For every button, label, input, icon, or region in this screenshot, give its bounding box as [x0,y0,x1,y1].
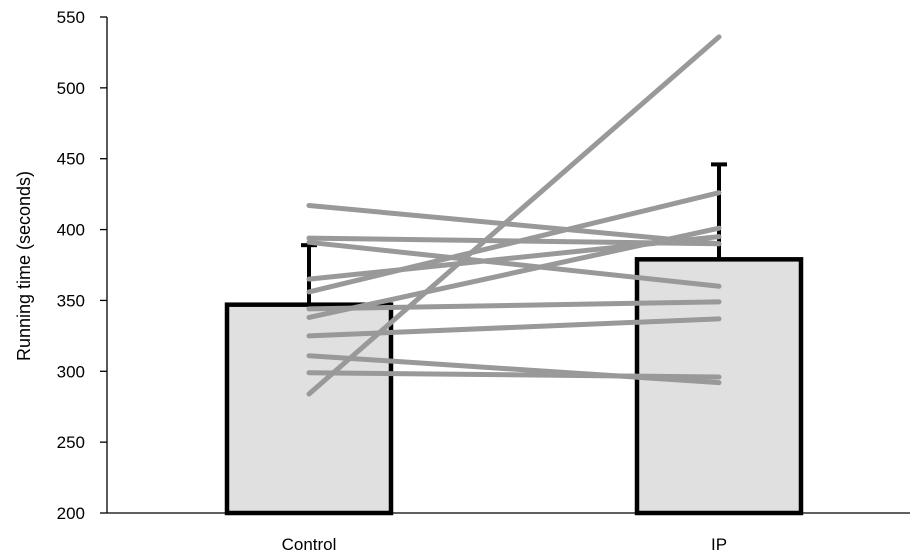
subject-line [306,225,722,320]
bar-ip [634,257,804,516]
subject-line [306,299,722,312]
y-axis-label: Running time (seconds) [14,171,34,361]
subject-line [306,190,722,295]
x-category-label: IP [711,535,727,554]
y-tick-label: 500 [57,79,85,98]
subject-line [306,316,722,339]
axis-labels: Running time (seconds) [14,171,34,361]
y-tick-label: 300 [57,362,85,381]
subject-line [306,370,722,380]
y-tick-label: 550 [57,8,85,27]
individual-lines [306,34,722,397]
y-tick-label: 350 [57,291,85,310]
bar-control [224,302,394,516]
subject-line [306,239,722,289]
x-category-label: Control [282,535,337,554]
y-tick-label: 450 [57,150,85,169]
y-tick-label: 250 [57,433,85,452]
y-tick-label: 400 [57,221,85,240]
subject-line [306,202,722,247]
y-tick-label: 200 [57,504,85,523]
